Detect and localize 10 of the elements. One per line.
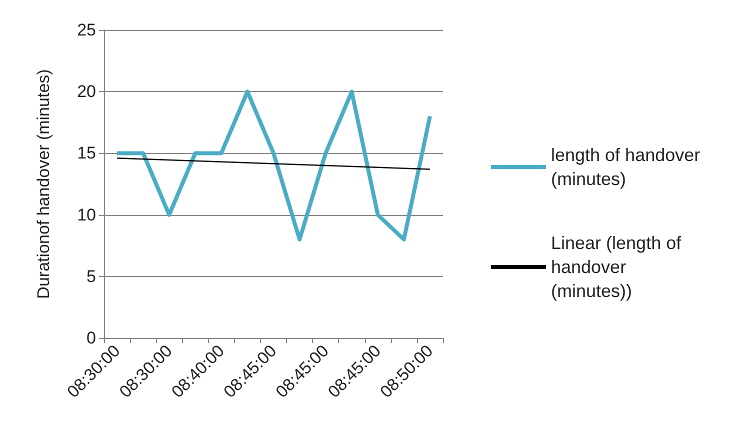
y-tick-label: 15 [77, 144, 96, 163]
legend-label: length of handover (minutes) [551, 145, 706, 189]
y-tick-label: 25 [77, 20, 96, 40]
y-tick-label: 0 [86, 328, 96, 348]
y-axis-title: Durationof handover (minutes) [34, 69, 53, 299]
y-tick-label: 10 [77, 205, 96, 224]
y-tick-label: 5 [86, 266, 96, 286]
line-series [115, 90, 432, 242]
legend-label: Linear (length of handover (minutes)) [551, 233, 686, 301]
y-tick-label: 20 [77, 82, 96, 102]
